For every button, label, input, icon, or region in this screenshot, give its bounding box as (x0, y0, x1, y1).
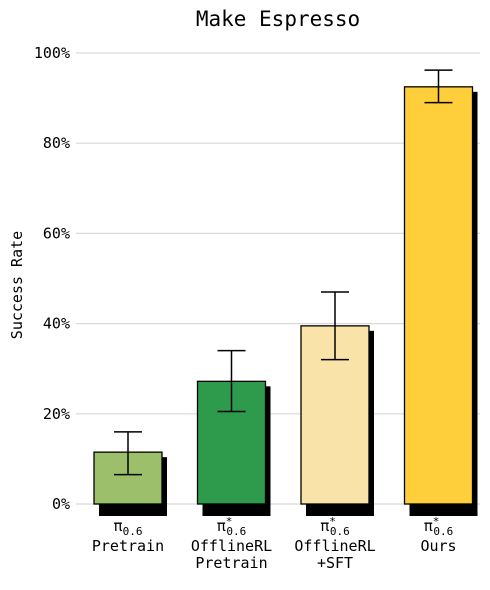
chart-title: Make Espresso (196, 7, 360, 31)
bars (93, 69, 478, 516)
x-tick-label-line: +SFT (317, 554, 353, 572)
x-tick-label-symbol: π* 0.6 (424, 515, 454, 538)
x-tick-label-symbol: π0.6 (114, 517, 143, 538)
x-tick-label-line: OfflineRL (191, 537, 272, 555)
y-tick-label: 20% (43, 405, 70, 423)
x-tick-label-symbol: π* 0.6 (217, 515, 247, 538)
x-tick-label-symbol: π* 0.6 (320, 515, 350, 538)
y-tick-label: 0% (52, 495, 70, 513)
x-tick-label-line: OfflineRL (294, 537, 375, 555)
y-tick-label: 40% (43, 315, 70, 333)
y-axis-ticks: 0% 20% 40% 60% 80% 100% (34, 44, 70, 513)
bar (403, 86, 474, 505)
y-tick-label: 100% (34, 44, 70, 62)
y-tick-label: 60% (43, 224, 70, 242)
y-axis-label: Success Rate (8, 231, 26, 339)
x-tick-label-line: Ours (420, 537, 456, 555)
y-tick-label: 80% (43, 134, 70, 152)
x-tick-label-line: Pretrain (92, 537, 164, 555)
x-tick-label-line: Pretrain (195, 554, 267, 572)
